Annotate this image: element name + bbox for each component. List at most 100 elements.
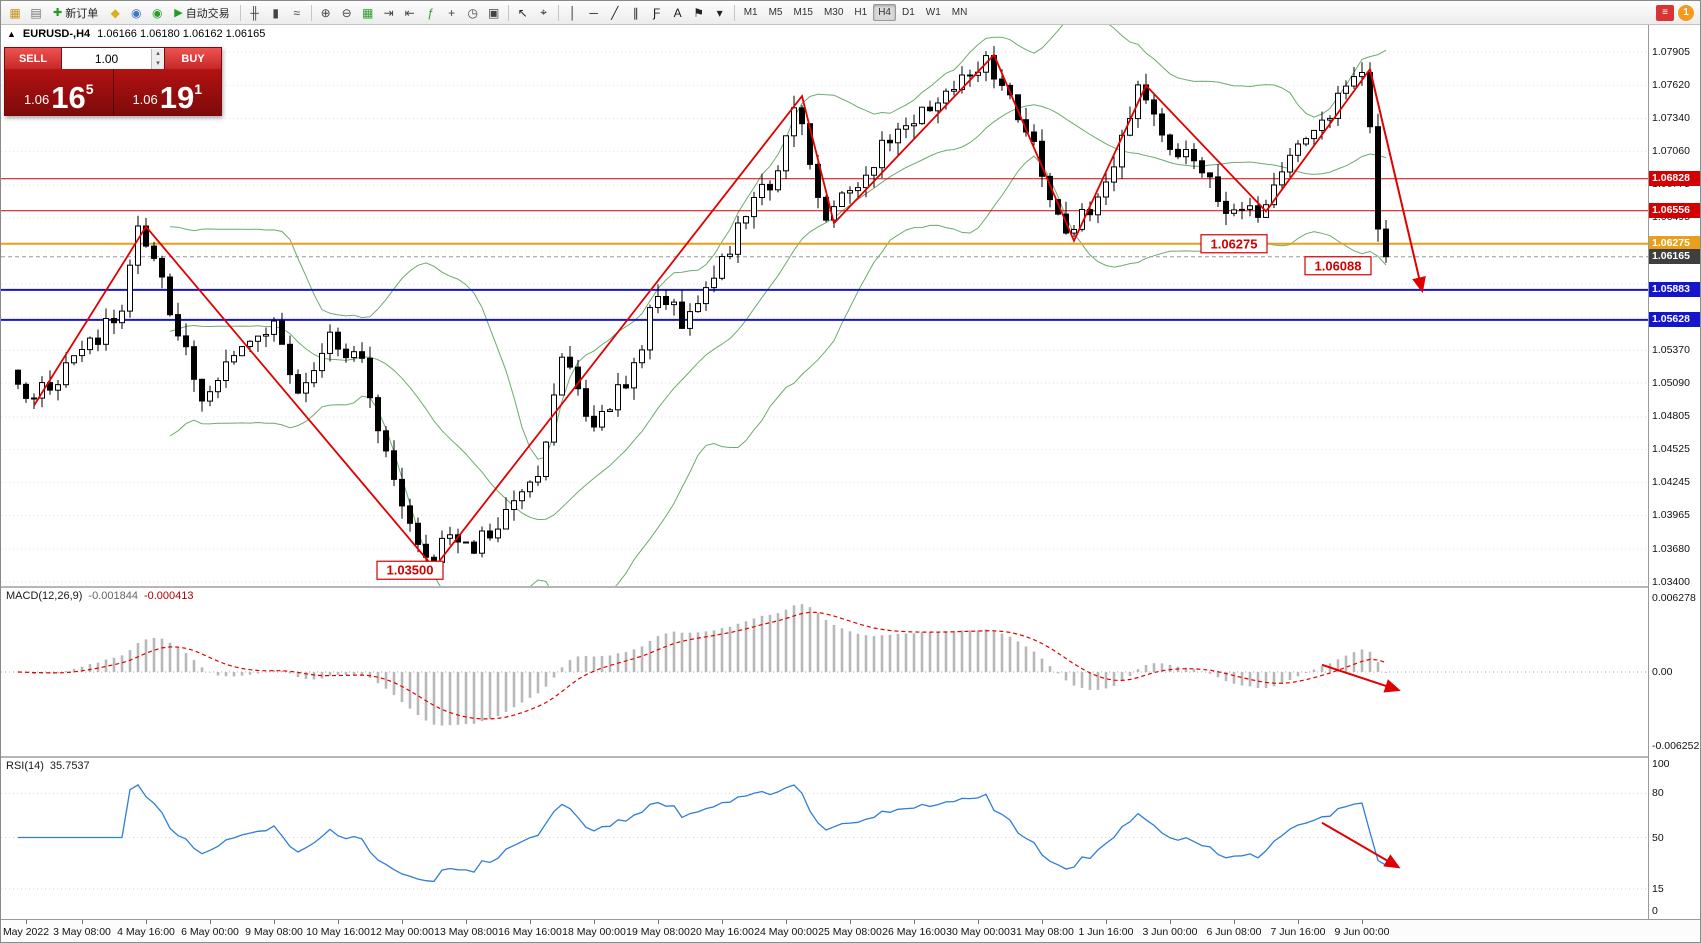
- autotrade-button-label: 自动交易: [185, 7, 230, 20]
- volume-increase-button[interactable]: ▴: [152, 48, 164, 59]
- buy-button[interactable]: BUY: [165, 48, 221, 69]
- time-axis-label: 9 Jun 00:00: [1334, 926, 1390, 938]
- price-label-annotation[interactable]: 1.06088: [1304, 256, 1372, 276]
- timeframe-D1[interactable]: D1: [902, 7, 915, 18]
- macd-signal-value: -0.000413: [143, 590, 194, 602]
- pane-divider[interactable]: [1, 756, 1700, 758]
- price-chart-pane[interactable]: 1.06275 1.06088 1.03500 ▲ EURUSD-,H4 1.061…: [1, 25, 1650, 586]
- down-arrow-annotation[interactable]: [1321, 821, 1401, 869]
- macd-signal-line: [17, 611, 1387, 720]
- toolbar: ▦ ▤ ✚ 新订单 ◆ ◉ ◉ ▶ 自动交易 ╫ ▮ ≈ ⊕ ⊖ ▦ ⇥ ⇤ ƒ + ◷ ▣ ↖ ⌖ │ ─ ╱ ∥ Ƒ A ⚑ ▾ M1 M5…: [1, 1, 1700, 25]
- timeframe-M15[interactable]: M15: [793, 7, 813, 18]
- volume-field[interactable]: 1.00 ▴ ▾: [61, 48, 165, 69]
- time-axis-label: 26 May 16:00: [882, 926, 946, 938]
- price-axis-label-1.06828: 1.06828: [1649, 171, 1700, 187]
- buy-price-big-digits: 19: [159, 80, 195, 115]
- time-axis-label: 30 May 00:00: [946, 926, 1010, 938]
- down-arrow-annotation[interactable]: [1369, 68, 1426, 294]
- equidistant-channel-icon[interactable]: ∥: [632, 5, 639, 20]
- time-axis-tick: [402, 920, 403, 924]
- timeframe-MN[interactable]: MN: [951, 7, 968, 18]
- volume-decrease-button[interactable]: ▾: [152, 58, 164, 69]
- buy-price-display[interactable]: 1.06 19 1: [114, 69, 222, 115]
- horizontal-line-icon[interactable]: ─: [589, 5, 598, 20]
- chart-shift-icon[interactable]: ⇤: [404, 5, 415, 20]
- market-icon[interactable]: ◉: [130, 5, 142, 20]
- news-icon[interactable]: ≡: [1656, 4, 1674, 21]
- volume-spinner: ▴ ▾: [151, 48, 164, 69]
- price-chart[interactable]: 1.06275 1.06088 1.03500: [1, 25, 1650, 586]
- timeframe-H4[interactable]: H4: [873, 4, 896, 21]
- rsi-line: [18, 784, 1387, 883]
- line-chart-icon[interactable]: ≈: [293, 5, 300, 20]
- add-indicator-dropdown-icon[interactable]: +: [448, 5, 456, 20]
- timeframe-H1[interactable]: H1: [854, 7, 868, 18]
- one-click-trading-panel: SELL 1.00 ▴ ▾ BUY 1.06 16 5 1.06: [4, 47, 222, 116]
- vertical-line-icon[interactable]: │: [568, 5, 577, 20]
- chart-ohlc-values: 1.06166 1.06180 1.06162 1.06165: [97, 28, 266, 40]
- metaeditor-icon[interactable]: ◆: [110, 5, 120, 20]
- arrow-label-icon[interactable]: ⚑: [693, 5, 705, 20]
- timeframe-M30[interactable]: M30: [823, 7, 844, 18]
- price-axis-tick: 1.07905: [1652, 45, 1690, 58]
- rsi-name: RSI(14): [6, 760, 44, 772]
- timeframe-M1[interactable]: M1: [743, 7, 758, 18]
- macd-chart[interactable]: [1, 588, 1650, 756]
- signals-icon[interactable]: ◉: [151, 5, 163, 20]
- time-axis-tick: [82, 920, 83, 924]
- price-axis-label-1.06275: 1.06275: [1649, 236, 1700, 252]
- price-axis-label-1.05628: 1.05628: [1649, 312, 1700, 328]
- price-axis[interactable]: 1.079051.076201.073401.070601.067751.064…: [1648, 25, 1700, 919]
- down-arrow-annotation[interactable]: [1321, 663, 1401, 693]
- notification-badge[interactable]: 1: [1678, 4, 1694, 21]
- time-axis-tick: [722, 920, 723, 924]
- zoom-in-icon[interactable]: ⊕: [320, 5, 331, 20]
- rsi-chart[interactable]: [1, 758, 1650, 919]
- indicators-icon[interactable]: ƒ: [427, 5, 435, 20]
- macd-indicator-pane[interactable]: MACD(12,26,9) -0.001844 -0.000413: [1, 588, 1650, 756]
- new-order-button[interactable]: ✚ 新订单: [47, 3, 104, 22]
- tile-windows-icon[interactable]: ▦: [362, 5, 374, 20]
- buy-price-pipette: 1: [194, 81, 203, 97]
- bar-chart-icon[interactable]: ╫: [250, 5, 259, 20]
- one-click-panel-toggle-icon[interactable]: ▲: [7, 29, 16, 39]
- price-axis-tick: 1.05090: [1652, 376, 1690, 389]
- fibonacci-icon[interactable]: Ƒ: [653, 5, 661, 20]
- trendline-icon[interactable]: ╱: [611, 5, 619, 20]
- time-axis-label: 16 May 16:00: [498, 926, 562, 938]
- cursor-icon[interactable]: ↖: [517, 5, 528, 20]
- price-axis-tick: 1.03965: [1652, 509, 1690, 521]
- rsi-axis-100: 100: [1652, 758, 1670, 770]
- candlestick-chart-icon[interactable]: ▮: [272, 5, 279, 20]
- chart-symbol-title: EURUSD-,H4: [22, 28, 91, 40]
- periods-icon[interactable]: ◷: [467, 5, 478, 20]
- zoom-out-icon[interactable]: ⊖: [341, 5, 352, 20]
- time-axis-label: 7 Jun 16:00: [1270, 926, 1326, 938]
- text-icon[interactable]: A: [673, 5, 682, 20]
- timeframe-M5[interactable]: M5: [768, 7, 783, 18]
- time-axis-label: 9 May 08:00: [245, 926, 303, 938]
- templates-icon[interactable]: ▣: [488, 5, 500, 20]
- sell-button[interactable]: SELL: [5, 48, 61, 69]
- rsi-axis-80: 80: [1652, 787, 1664, 800]
- timeframe-W1[interactable]: W1: [925, 7, 941, 18]
- volume-value[interactable]: 1.00: [94, 51, 119, 66]
- profiles-icon[interactable]: ▤: [30, 5, 42, 20]
- toolbar-right: ≡ 1: [1656, 4, 1696, 21]
- rsi-indicator-pane[interactable]: RSI(14) 35.7537: [1, 758, 1650, 919]
- time-axis-label: 3 May 08:00: [53, 926, 111, 938]
- price-label-annotation[interactable]: 1.06275: [1200, 234, 1268, 254]
- autotrade-button-icon: ▶: [174, 7, 183, 19]
- autotrade-button[interactable]: ▶ 自动交易: [168, 3, 235, 22]
- pane-divider[interactable]: [1, 586, 1700, 588]
- time-axis[interactable]: May 2022 3 May 08:00 4 May 16:00 6 May 00:0…: [1, 919, 1700, 942]
- time-axis-tick: [850, 920, 851, 924]
- zigzag-trendline[interactable]: [33, 53, 1371, 570]
- shapes-dropdown-icon[interactable]: ▾: [716, 5, 723, 20]
- sell-price-display[interactable]: 1.06 16 5: [5, 69, 114, 115]
- svg-text:1.03500: 1.03500: [387, 563, 434, 578]
- crosshair-icon[interactable]: ⌖: [540, 5, 548, 19]
- auto-scroll-icon[interactable]: ⇥: [383, 5, 394, 20]
- price-label-annotation[interactable]: 1.03500: [376, 560, 444, 580]
- new-chart-icon[interactable]: ▦: [9, 5, 21, 20]
